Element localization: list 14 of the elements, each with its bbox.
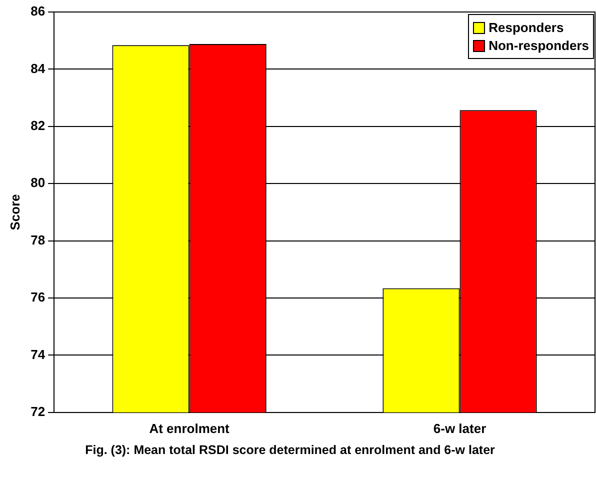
y-tick-label: 76	[30, 290, 46, 305]
y-axis-title: Score	[7, 194, 22, 230]
x-tick-label: 6-w later	[433, 420, 486, 436]
y-tick-label: 80	[30, 175, 46, 190]
y-tick-label: 78	[30, 232, 46, 248]
y-tick-label: 84	[30, 60, 46, 76]
legend-label: Non-responders	[488, 38, 589, 53]
y-tick-label: 86	[30, 4, 46, 19]
y-tick-label: 82	[30, 118, 46, 133]
y-tick-label: 72	[30, 404, 46, 419]
legend-label: Responders	[488, 20, 564, 35]
x-tick-label: At enrolment	[149, 420, 230, 436]
text: Fig. (3): Mean total RSDI score determined at enrolment and 6-w later	[84, 442, 496, 459]
y-tick-label: 74	[30, 346, 46, 362]
